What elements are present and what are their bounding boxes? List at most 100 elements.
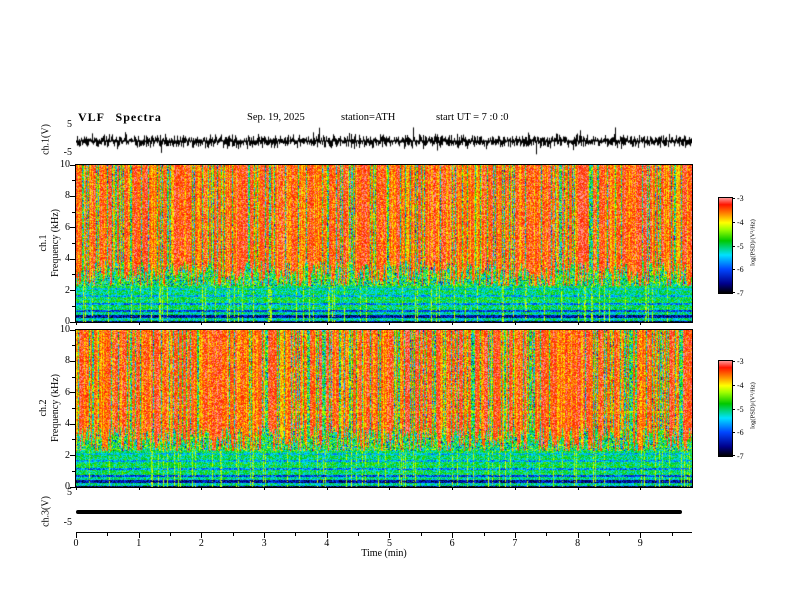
ch3-waveform-panel bbox=[76, 492, 692, 532]
x-tick-label: 5 bbox=[386, 538, 392, 549]
y-tick-label: 6 bbox=[65, 221, 70, 233]
x-tick-label: 2 bbox=[198, 538, 204, 549]
x-tick-label: 4 bbox=[324, 538, 330, 549]
y-tick-label: 0 bbox=[65, 316, 70, 327]
ch3-flat-line bbox=[76, 510, 682, 514]
y-tick bbox=[70, 455, 76, 457]
x-tick-label: 8 bbox=[575, 538, 581, 549]
ch2-spec-ylabel-frequency: Frequency (kHz) bbox=[50, 373, 61, 443]
x-tick-label: 0 bbox=[73, 538, 79, 549]
ch1-waveform-panel bbox=[76, 123, 692, 159]
colorbar-tick-label: -5 bbox=[737, 404, 744, 414]
colorbar-tick-label: -7 bbox=[737, 452, 744, 461]
colorbar-tick-label: -4 bbox=[737, 380, 744, 390]
x-axis-title: Time (min) bbox=[361, 548, 407, 559]
ch1-spectrogram-panel: 10 8 6 4 2 0 bbox=[60, 159, 693, 327]
figure-title: VLF Spectra bbox=[78, 110, 162, 124]
y-minor-tick bbox=[72, 305, 76, 307]
ch3-ytick-max: 5 bbox=[67, 487, 72, 498]
colorbar-tick-label: -3 bbox=[737, 357, 744, 366]
y-minor-tick bbox=[72, 439, 76, 441]
x-tick bbox=[326, 533, 328, 538]
panel-x-tick bbox=[452, 487, 454, 490]
figure-date: Sep. 19, 2025 bbox=[247, 112, 305, 123]
x-minor-tick bbox=[483, 533, 485, 536]
y-tick bbox=[70, 423, 76, 425]
colorbar-tick bbox=[732, 221, 735, 223]
x-tick bbox=[514, 533, 516, 538]
y-tick-label: 8 bbox=[65, 355, 70, 367]
x-tick-label: 6 bbox=[449, 538, 455, 549]
colorbar-tick bbox=[732, 269, 735, 271]
ch2-spectrogram bbox=[76, 330, 692, 487]
x-minor-tick bbox=[608, 533, 610, 536]
x-tick bbox=[452, 533, 454, 538]
y-tick bbox=[70, 195, 76, 197]
y-tick bbox=[70, 329, 76, 331]
y-minor-tick bbox=[72, 345, 76, 347]
y-minor-tick bbox=[72, 211, 76, 213]
y-tick-label: 2 bbox=[65, 449, 70, 461]
panel-x-tick bbox=[138, 322, 140, 325]
y-tick-label: 2 bbox=[65, 284, 70, 296]
ch1-spec-ylabel: ch.1 Frequency (kHz) bbox=[38, 173, 62, 313]
ch3-ytick-min: -5 bbox=[63, 517, 72, 528]
colorbar-tick bbox=[732, 198, 735, 199]
colorbar-tick bbox=[732, 245, 735, 247]
panel-x-tick bbox=[577, 322, 579, 325]
y-tick-label: 10 bbox=[60, 324, 70, 335]
panel-x-tick bbox=[326, 322, 328, 325]
y-minor-tick bbox=[72, 180, 76, 182]
x-minor-tick bbox=[295, 533, 297, 536]
y-tick bbox=[70, 360, 76, 362]
x-axis-line bbox=[76, 532, 692, 533]
ch1-waveform-trace bbox=[76, 123, 692, 159]
y-tick bbox=[70, 392, 76, 394]
colorbar-tick bbox=[732, 455, 735, 456]
colorbar-ch1-label: log(PSD)/(V²/Hz) bbox=[749, 219, 757, 266]
ch2-spec-ylabel-channel: ch.2 bbox=[38, 399, 49, 417]
y-minor-tick bbox=[72, 243, 76, 244]
panel-x-tick bbox=[201, 487, 203, 490]
y-tick-label: 4 bbox=[65, 253, 70, 265]
colorbar-tick-label: -4 bbox=[737, 217, 744, 227]
x-tick-label: 1 bbox=[136, 538, 142, 549]
colorbar-tick-label: -7 bbox=[737, 289, 744, 298]
y-minor-tick bbox=[72, 408, 76, 409]
colorbar-tick bbox=[732, 384, 735, 386]
y-tick-label: 10 bbox=[60, 159, 70, 170]
y-minor-tick bbox=[72, 376, 76, 378]
x-tick-label: 3 bbox=[261, 538, 267, 549]
panel-x-tick bbox=[264, 487, 266, 490]
panel-x-tick bbox=[640, 487, 642, 490]
ch3-wave-ylabel: ch.3(V) bbox=[40, 496, 52, 527]
colorbar-tick bbox=[732, 361, 735, 362]
x-tick bbox=[577, 533, 579, 538]
y-tick bbox=[70, 227, 76, 229]
colorbar-tick bbox=[732, 408, 735, 410]
colorbar-tick-label: -6 bbox=[737, 428, 744, 438]
x-minor-tick bbox=[420, 533, 422, 536]
ch2-spec-ylabel: ch.2 Frequency (kHz) bbox=[38, 338, 62, 478]
y-tick bbox=[70, 290, 76, 292]
ch1-spec-ylabel-channel: ch.1 bbox=[38, 234, 49, 252]
y-tick-label: 0 bbox=[65, 481, 70, 492]
ch1-ytick-max: 5 bbox=[67, 119, 72, 130]
colorbar-ch2-label: log(PSD)/(V²/Hz) bbox=[749, 382, 757, 429]
panel-x-tick bbox=[389, 487, 391, 490]
x-tick-label: 9 bbox=[637, 538, 643, 549]
x-tick-label: 7 bbox=[512, 538, 518, 549]
panel-x-tick bbox=[514, 322, 516, 325]
colorbar-ch2: -3 -4 -5 -6 -7 bbox=[718, 357, 744, 461]
x-tick bbox=[264, 533, 266, 538]
panel-x-tick bbox=[326, 487, 328, 490]
y-minor-tick bbox=[72, 470, 76, 472]
x-tick bbox=[138, 533, 140, 538]
x-tick bbox=[389, 533, 391, 538]
colorbar-ch1: -3 -4 -5 -6 -7 bbox=[718, 194, 744, 298]
y-tick-label: 8 bbox=[65, 190, 70, 202]
figure-start-ut: start UT = 7 :0 :0 bbox=[436, 112, 509, 123]
x-axis: Time (min) 0 1 2 3 4 5 6 7 8 9 bbox=[74, 532, 692, 560]
colorbar-tick-label: -5 bbox=[737, 241, 744, 251]
x-minor-tick bbox=[170, 533, 172, 536]
